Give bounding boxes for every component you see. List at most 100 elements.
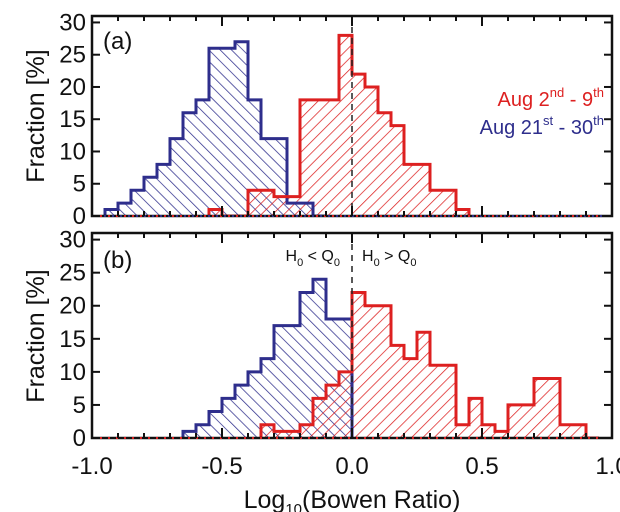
- histogram-bar: [118, 203, 131, 216]
- histogram-bar: [196, 424, 209, 438]
- y-tick-label: 15: [59, 106, 86, 133]
- histogram-outline: [103, 40, 326, 216]
- histogram-bar: [469, 398, 482, 438]
- x-tick-label: 0.0: [335, 453, 368, 480]
- histogram-bar: [443, 190, 456, 216]
- x-tick-label: 1.0: [595, 453, 620, 480]
- panel-a-label: (a): [103, 28, 132, 55]
- legend-blue: Aug 21st - 30th: [480, 113, 604, 139]
- histogram-bar: [274, 325, 287, 438]
- y-axis-label-b: Fraction [%]: [22, 269, 50, 402]
- y-tick-label: 10: [59, 359, 86, 386]
- histogram-bar: [261, 424, 274, 438]
- histogram-bar: [430, 190, 443, 216]
- panel-b-bars: [181, 277, 599, 438]
- histogram-bar: [352, 292, 365, 438]
- histogram-bar: [209, 48, 222, 216]
- y-tick-label: 10: [59, 138, 86, 165]
- histogram-bar: [404, 164, 417, 216]
- panel-a-ticks: 0 5 10 15 20 25 30: [59, 9, 613, 230]
- histogram-bar: [131, 190, 144, 216]
- panel-b-label: (b): [103, 247, 132, 274]
- histogram-bar: [261, 358, 274, 438]
- annotation-h-less-q: H0 < Q0: [286, 248, 341, 269]
- y-tick-label: 15: [59, 326, 86, 353]
- histogram-bar: [274, 431, 287, 438]
- x-tick-label: -0.5: [201, 453, 242, 480]
- y-tick-label: 5: [73, 392, 86, 419]
- histogram-bar: [209, 209, 222, 216]
- histogram-bar: [287, 325, 300, 438]
- histogram-bar: [339, 35, 352, 216]
- histogram-bar: [456, 209, 469, 216]
- histogram-bar: [443, 365, 456, 438]
- histogram-bar: [365, 86, 378, 216]
- histogram-bar: [313, 99, 326, 216]
- histogram-bar: [573, 424, 586, 438]
- histogram-bar: [365, 305, 378, 438]
- histogram-bar: [235, 385, 248, 438]
- histogram-bar: [456, 424, 469, 438]
- histogram-bar: [417, 332, 430, 438]
- histogram-bar: [313, 398, 326, 438]
- histogram-bar: [248, 99, 261, 216]
- histogram-bar: [391, 125, 404, 216]
- legend-red: Aug 2nd - 9th: [498, 85, 604, 111]
- y-axis-label-a: Fraction [%]: [22, 49, 50, 182]
- histogram-bar: [170, 138, 183, 216]
- histogram-bar: [495, 431, 508, 438]
- histogram-bar: [352, 74, 365, 216]
- histogram-bar: [144, 177, 157, 216]
- histogram-bar: [183, 431, 196, 438]
- x-tick-labels: -1.0 -0.5 0.0 0.5 1.0: [71, 453, 620, 480]
- histogram-bar: [222, 48, 235, 216]
- y-tick-label: 20: [59, 74, 86, 101]
- y-tick-label: 30: [59, 9, 86, 36]
- histogram-bar: [248, 190, 261, 216]
- histogram-outline: [259, 291, 599, 438]
- histogram-bar: [287, 196, 300, 216]
- histogram-bar: [235, 41, 248, 216]
- histogram-bar: [300, 292, 313, 438]
- histogram-bar: [196, 99, 209, 216]
- histogram-bar: [157, 164, 170, 216]
- histogram-bar: [300, 424, 313, 438]
- histogram-outline: [181, 277, 354, 438]
- panel-b: 0 5 10 15 20 25 30 (b) H0 < Q0 H0 > Q0: [59, 227, 614, 452]
- histogram-bar: [521, 404, 534, 438]
- histogram-bar: [378, 112, 391, 216]
- histogram-bar: [287, 431, 300, 438]
- histogram-bar: [105, 209, 118, 216]
- histogram-bar: [300, 99, 313, 216]
- panel-a: 0 5 10 15 20 25 30 (a) Aug 2nd - 9th Aug 21st …: [59, 9, 614, 230]
- histogram-bar: [339, 371, 352, 438]
- histogram-bar: [417, 164, 430, 216]
- histogram-bar: [274, 196, 287, 216]
- histogram-bar: [534, 378, 547, 438]
- histogram-bar: [326, 385, 339, 438]
- y-tick-label: 30: [59, 227, 86, 254]
- histogram-bar: [482, 424, 495, 438]
- y-tick-label: 25: [59, 260, 86, 287]
- histogram-bar: [222, 398, 235, 438]
- x-axis-label: Log10(Bowen Ratio): [244, 486, 461, 512]
- histogram-outline: [207, 33, 471, 216]
- histogram-bar: [560, 424, 573, 438]
- histogram-bar: [508, 404, 521, 438]
- histogram-bar: [261, 190, 274, 216]
- histogram-bar: [248, 371, 261, 438]
- y-tick-label: 0: [73, 203, 86, 230]
- histogram-bar: [430, 365, 443, 438]
- x-tick-label: 0.5: [465, 453, 498, 480]
- histogram-bar: [547, 378, 560, 438]
- histogram-bar: [326, 99, 339, 216]
- annotation-h-greater-q: H0 > Q0: [362, 248, 417, 269]
- histogram-bar: [378, 305, 391, 438]
- y-tick-label: 25: [59, 42, 86, 69]
- y-tick-label: 5: [73, 171, 86, 198]
- y-tick-label: 20: [59, 293, 86, 320]
- histogram-bar: [404, 358, 417, 438]
- histogram-bar: [183, 112, 196, 216]
- histogram-bar: [391, 345, 404, 438]
